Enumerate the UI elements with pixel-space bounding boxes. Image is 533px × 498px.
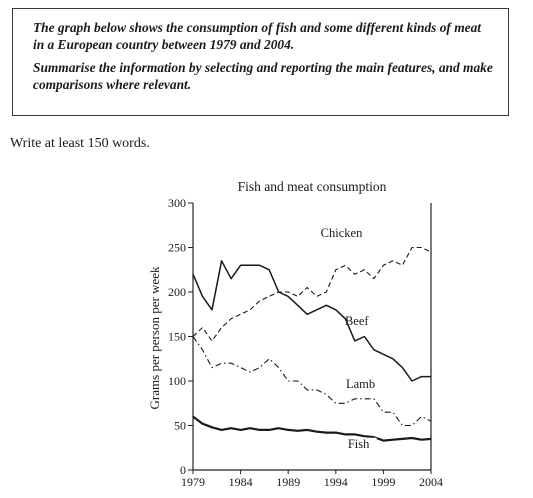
x-tick-label: 2004: [419, 475, 443, 489]
y-tick-label: 250: [168, 241, 186, 255]
series-labels: Chicken Beef Lamb Fish: [321, 226, 377, 453]
fish-label-background: [342, 437, 377, 453]
x-tick-label: 1994: [324, 475, 348, 489]
y-axis-label: Grams per person per week: [147, 266, 162, 409]
fish-series-line: [192, 415, 432, 442]
chicken-series-line: [192, 246, 432, 342]
x-tick-label: 1979: [181, 475, 205, 489]
series-group: [192, 246, 432, 442]
y-tick-label: 200: [168, 285, 186, 299]
beef-series-line: [192, 260, 431, 382]
task-prompt-box: The graph below shows the consumption of…: [12, 8, 509, 116]
x-tick-label: 1984: [229, 475, 253, 489]
y-tick-label: 300: [168, 196, 186, 210]
beef-series-label: Beef: [345, 314, 369, 328]
line-chart: Fish and meat consumption Grams per pers…: [147, 179, 443, 489]
fish-series-label: Fish: [348, 437, 370, 451]
task-instructions: Summarise the information by selecting a…: [33, 60, 493, 92]
y-tick-label: 100: [168, 374, 186, 388]
x-tick-label: 1999: [371, 475, 395, 489]
y-tick-label: 150: [168, 330, 186, 344]
task-description: The graph below shows the consumption of…: [33, 20, 482, 52]
word-count-instruction: Write at least 150 words.: [10, 136, 150, 151]
y-tick-label: 0: [180, 463, 186, 477]
axes: 0 50 100 150 200 250 300 1979 1984 1989 1994 1999 20…: [168, 196, 443, 489]
x-tick-label: 1989: [276, 475, 300, 489]
chicken-series-label: Chicken: [321, 226, 363, 240]
lamb-series-label: Lamb: [346, 377, 375, 391]
chart-title: Fish and meat consumption: [238, 179, 387, 194]
lamb-series-line: [192, 336, 432, 427]
y-tick-label: 50: [174, 419, 186, 433]
